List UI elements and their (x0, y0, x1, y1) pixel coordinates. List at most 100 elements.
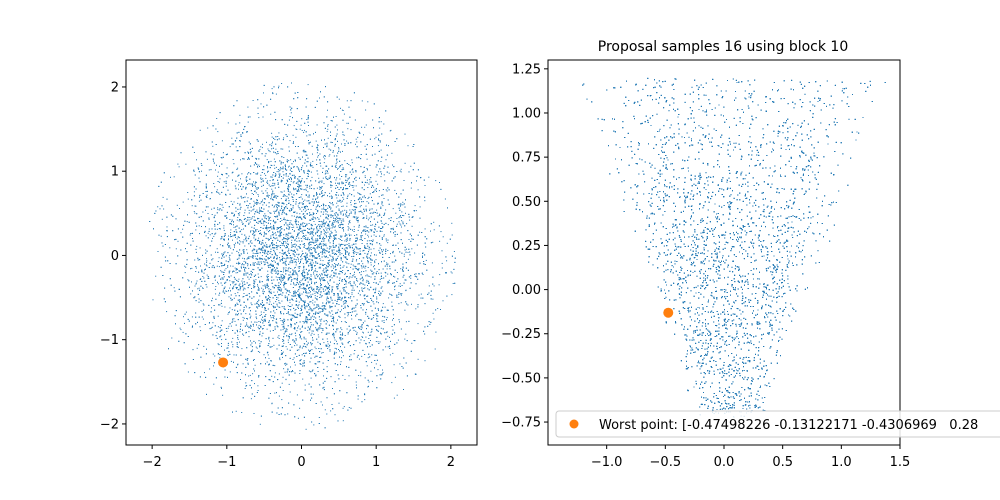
sample-point (218, 266, 220, 268)
sample-point (300, 262, 301, 264)
sample-point (271, 234, 273, 236)
sample-point (335, 225, 336, 227)
sample-point (339, 270, 341, 272)
sample-point (219, 304, 221, 306)
sample-point (371, 361, 373, 363)
sample-point (304, 384, 306, 386)
sample-point (367, 280, 369, 282)
sample-point (285, 346, 287, 348)
sample-point (367, 267, 369, 268)
sample-point (343, 248, 345, 250)
sample-point (277, 182, 279, 184)
sample-point (257, 194, 259, 195)
sample-point (244, 270, 246, 272)
sample-point (346, 248, 348, 250)
sample-point (195, 271, 197, 272)
sample-point (252, 373, 254, 375)
sample-point (359, 250, 361, 252)
sample-point (335, 221, 337, 223)
sample-point (367, 198, 369, 199)
sample-point (352, 216, 354, 218)
sample-point (428, 285, 430, 287)
sample-point (240, 159, 241, 161)
sample-point (255, 157, 257, 159)
sample-point (305, 154, 307, 156)
sample-point (223, 264, 225, 266)
sample-point (287, 277, 289, 279)
sample-point (228, 175, 230, 177)
sample-point (263, 354, 265, 356)
sample-point (278, 300, 280, 302)
sample-point (321, 181, 323, 183)
sample-point (366, 274, 368, 276)
sample-point (364, 145, 366, 147)
sample-point (220, 228, 221, 230)
sample-point (270, 317, 272, 319)
sample-point (331, 277, 333, 279)
sample-point (236, 219, 238, 221)
sample-point (353, 189, 355, 191)
sample-point (239, 287, 241, 289)
sample-point (279, 257, 280, 259)
sample-point (254, 183, 256, 185)
sample-point (298, 349, 300, 351)
sample-point (275, 232, 276, 234)
sample-point (287, 335, 289, 337)
sample-point (285, 175, 287, 177)
sample-point (258, 218, 260, 219)
sample-point (350, 129, 352, 131)
sample-point (359, 342, 361, 344)
sample-point (398, 292, 400, 293)
sample-point (263, 249, 265, 251)
sample-point (206, 274, 208, 276)
sample-point (315, 311, 317, 313)
sample-point (282, 195, 284, 197)
sample-point (387, 242, 389, 244)
sample-point (296, 248, 298, 250)
sample-point (362, 278, 364, 280)
sample-point (424, 200, 426, 202)
sample-point (193, 211, 195, 212)
sample-point (323, 255, 325, 257)
sample-point (233, 163, 235, 165)
sample-point (330, 274, 332, 276)
sample-point (257, 385, 259, 387)
sample-point (302, 229, 304, 231)
sample-point (341, 206, 343, 207)
sample-point (222, 278, 224, 280)
sample-point (322, 223, 324, 225)
sample-point (265, 246, 267, 248)
sample-point (273, 232, 275, 234)
sample-point (293, 315, 295, 317)
sample-point (324, 234, 326, 236)
sample-point (263, 321, 265, 322)
sample-point (196, 347, 198, 349)
sample-point (241, 229, 243, 231)
sample-point (386, 332, 388, 334)
sample-point (296, 280, 298, 282)
sample-point (211, 307, 212, 309)
sample-point (370, 212, 372, 214)
sample-point (340, 107, 341, 109)
sample-point (390, 129, 392, 131)
sample-point (223, 225, 225, 227)
sample-point (194, 285, 196, 287)
sample-point (433, 318, 435, 320)
sample-point (293, 166, 295, 168)
sample-point (371, 318, 373, 320)
sample-point (353, 307, 355, 309)
sample-point (192, 325, 193, 327)
sample-point (266, 361, 268, 363)
sample-point (294, 292, 296, 294)
sample-point (337, 265, 339, 266)
sample-point (245, 225, 247, 227)
sample-point (365, 226, 367, 228)
sample-point (320, 292, 322, 294)
sample-point (263, 224, 265, 226)
sample-point (214, 279, 216, 281)
sample-point (380, 293, 382, 295)
sample-point (344, 305, 346, 307)
sample-point (321, 287, 323, 289)
sample-point (294, 266, 296, 268)
sample-point (252, 264, 254, 266)
